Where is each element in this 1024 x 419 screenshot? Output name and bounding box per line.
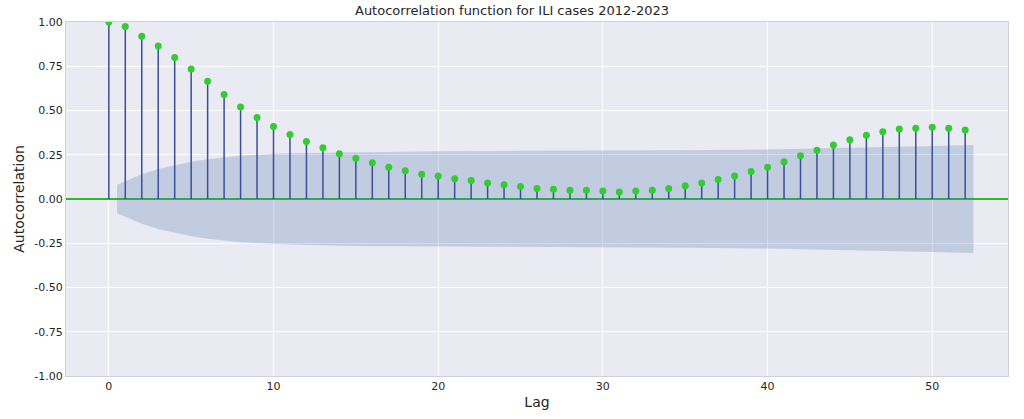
svg-text:0.00: 0.00 [38, 193, 63, 206]
svg-text:-1.00: -1.00 [34, 370, 62, 383]
svg-text:Autocorrelation function for I: Autocorrelation function for ILI cases 2… [355, 3, 669, 18]
svg-text:-0.75: -0.75 [34, 326, 62, 339]
svg-text:10: 10 [267, 380, 281, 393]
svg-text:1.00: 1.00 [38, 16, 63, 29]
svg-text:Lag: Lag [524, 394, 549, 410]
svg-text:0.50: 0.50 [38, 104, 63, 117]
svg-text:40: 40 [761, 380, 775, 393]
svg-text:0.25: 0.25 [38, 149, 63, 162]
svg-text:-0.25: -0.25 [34, 237, 62, 250]
svg-text:20: 20 [431, 380, 445, 393]
svg-text:30: 30 [596, 380, 610, 393]
svg-text:50: 50 [925, 380, 939, 393]
svg-text:0.75: 0.75 [38, 60, 63, 73]
svg-text:Autocorrelation: Autocorrelation [11, 145, 27, 253]
svg-text:0: 0 [105, 380, 112, 393]
svg-text:-0.50: -0.50 [34, 281, 62, 294]
